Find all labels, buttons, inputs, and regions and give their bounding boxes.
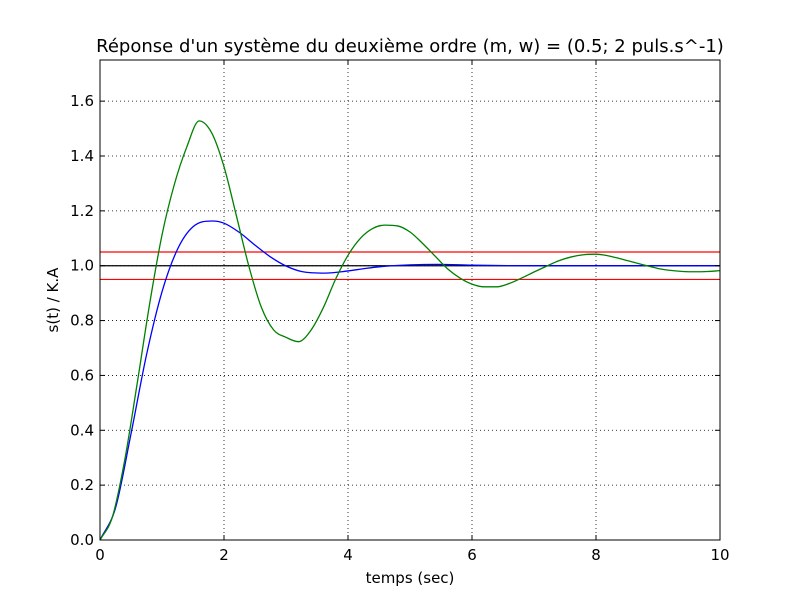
plot-frame: [99, 59, 721, 541]
y-tick-label: 1.4: [70, 147, 94, 165]
x-tick-label: 0: [95, 546, 105, 564]
plot-area-background: [100, 60, 720, 540]
x-axis-label: temps (sec): [366, 569, 455, 587]
y-tick-label: 0.2: [70, 476, 94, 494]
y-tick-label: 0.8: [70, 312, 94, 330]
x-tick-label: 8: [591, 546, 601, 564]
y-tick-label: 0.6: [70, 366, 94, 384]
x-tick-label: 6: [467, 546, 477, 564]
y-tick-label: 1.0: [70, 257, 94, 275]
y-axis-label: s(t) / K.A: [44, 267, 62, 333]
series-layer: [99, 120, 721, 541]
x-tick-label: 4: [343, 546, 353, 564]
x-tick-label: 10: [710, 546, 729, 564]
series-line-2: [99, 120, 721, 541]
chart-title: Réponse d'un système du deuxième ordre (…: [96, 36, 724, 57]
ticks: 0 2 4 6 8 10 0.0 0.2 0.4 0.6 0.8 1.0 1.2 1.4 1.6: [70, 60, 730, 564]
y-tick-label: 1.2: [70, 202, 94, 220]
series-line-1: [99, 220, 721, 541]
y-tick-label: 0.4: [70, 421, 94, 439]
y-tick-label: 1.6: [70, 92, 94, 110]
y-tick-label: 0.0: [70, 531, 94, 549]
x-tick-label: 2: [219, 546, 229, 564]
